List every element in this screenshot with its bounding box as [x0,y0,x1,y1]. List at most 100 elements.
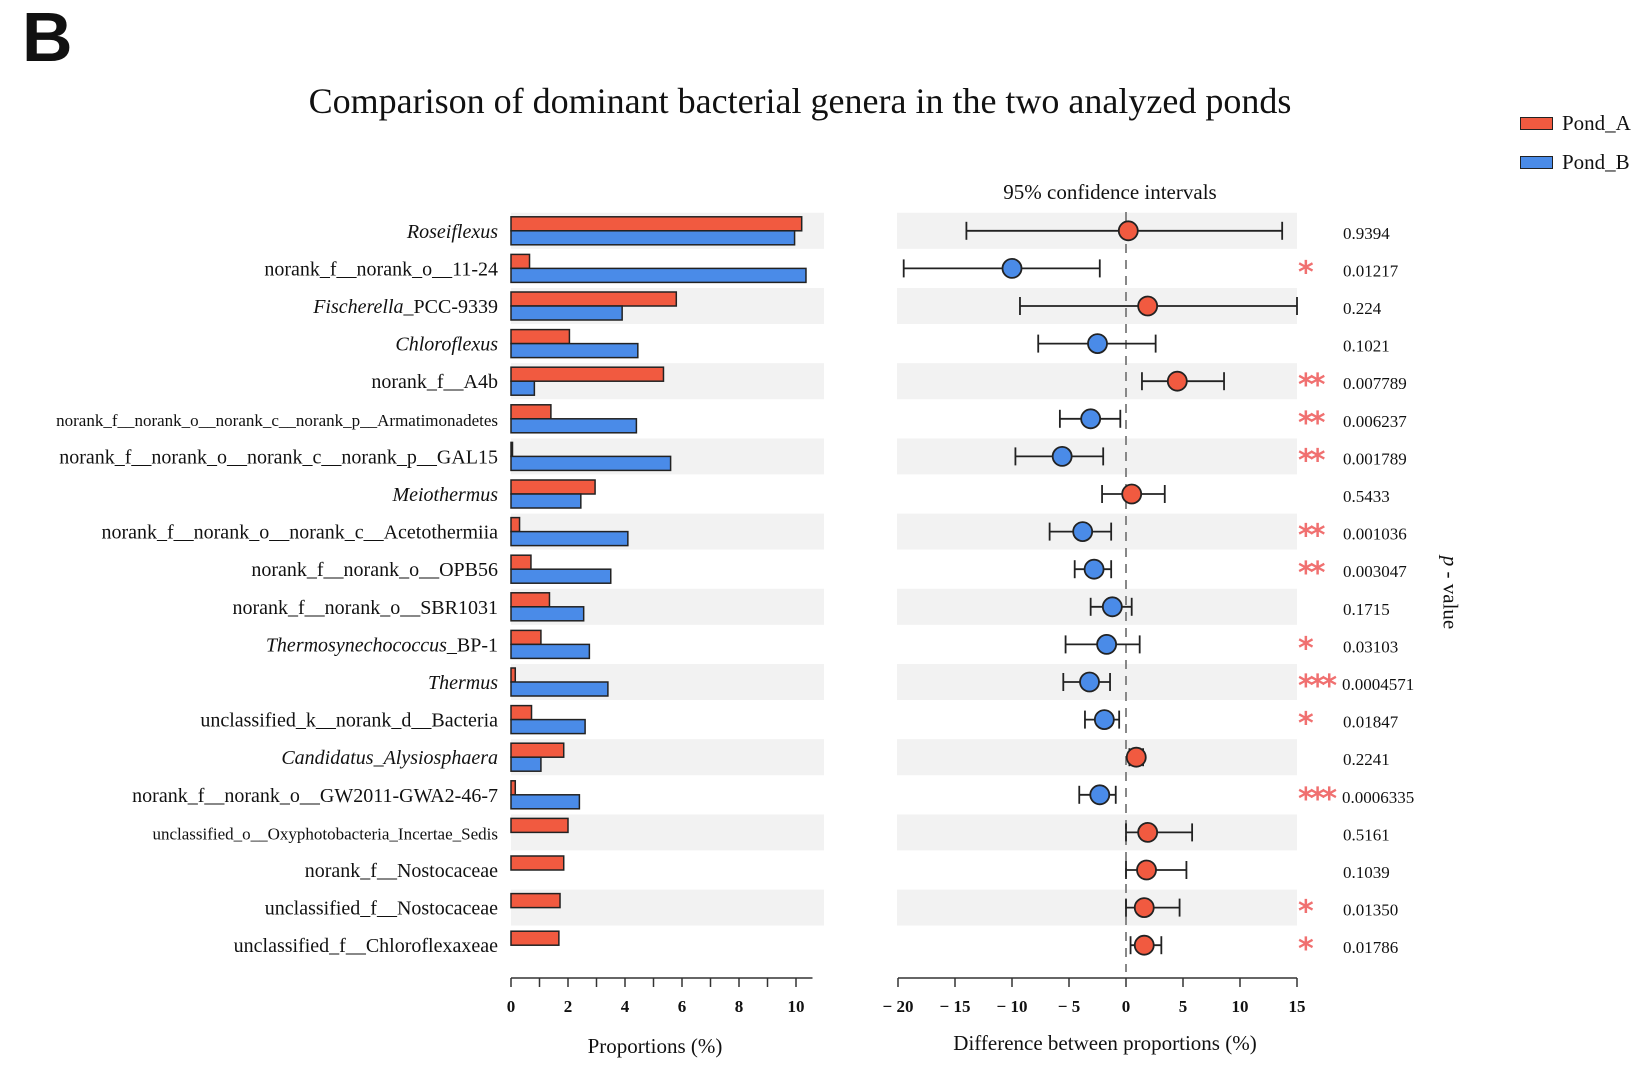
bar-pond-b [510,681,609,697]
difference-tick-label: 15 [1289,997,1306,1016]
category-label: unclassified_o__Oxyphotobacteria_Incerta… [152,824,498,843]
bar-pond-a [510,404,552,420]
category-label: norank_f__norank_o__norank_c__Acetotherm… [101,522,498,544]
significance-stars: ** [1298,406,1326,441]
category-label: norank_f__Nostocaceae [305,860,498,882]
significance-stars: ** [1298,443,1326,478]
p-value: 0.03103 [1343,637,1398,656]
difference-point [1083,558,1105,580]
bar-pond-b [510,455,672,472]
bar-pond-a [510,817,569,834]
bar-pond-a [510,742,565,758]
proportions-axis-label: Proportions (%) [588,1034,723,1058]
panel-letter: B [22,0,73,76]
p-value: 0.001789 [1343,449,1407,468]
difference-point [1137,295,1159,317]
p-value: 0.2241 [1343,750,1390,769]
p-value: 0.1715 [1343,600,1390,619]
bar-pond-b [510,794,581,810]
legend-label-pond-b: Pond_B [1562,149,1630,174]
difference-row-band [897,814,1297,851]
category-label: norank_f__norank_o__GW2011-GWA2-46-7 [132,785,498,807]
p-value: 0.9394 [1343,224,1390,243]
bar-pond-b [510,606,585,622]
bar-pond-b [510,530,629,547]
p-value: 0.01217 [1343,261,1399,280]
p-value: 0.1021 [1343,337,1390,356]
bar-pond-a [510,328,571,345]
category-label: Chloroflexus [395,334,498,356]
category-label: Thermus [428,672,498,694]
category-label-italic-part: Fischerella [312,296,403,318]
category-label: Roseiflexus [406,221,498,243]
difference-point [1051,445,1073,467]
chart-title: Comparison of dominant bacterial genera … [308,81,1292,121]
p-value: 0.5161 [1343,825,1390,844]
p-value: 0.01350 [1343,901,1398,920]
bar-pond-a [510,629,542,646]
difference-point [1133,897,1155,918]
significance-stars: ** [1298,519,1326,554]
difference-point [1001,257,1023,279]
bar-pond-b [510,267,807,284]
bar-pond-a [510,441,514,458]
difference-point [1125,746,1147,768]
p-value: 0.006237 [1343,412,1407,431]
proportion-row-band [511,889,824,926]
difference-tick-label: 10 [1232,997,1249,1016]
category-label: norank_f__norank_o__OPB56 [251,559,498,581]
category-label: unclassified_f__Chloroflexaxeae [234,935,498,957]
bar-pond-a [510,855,565,871]
p-value: 0.0004571 [1342,675,1414,694]
bar-pond-a [510,479,596,495]
category-label: Thermosynechococcus_BP-1 [266,634,498,656]
p-value: 0.1039 [1343,863,1390,882]
difference-tick-label: − 20 [883,997,914,1016]
difference-point [1133,934,1155,956]
legend-item-pond-a: Pond_A [1520,109,1631,137]
difference-tick-label: 0 [1122,997,1131,1016]
proportions-tick-label: 4 [621,997,630,1016]
significance-stars: *** [1298,782,1337,817]
proportions-tick-label: 2 [564,997,573,1016]
p-value: 0.0006335 [1342,788,1414,807]
significance-stars: *** [1298,669,1337,704]
difference-tick-label: − 5 [1058,997,1080,1016]
difference-point [1117,220,1139,242]
proportions-tick-label: 10 [788,997,805,1016]
proportions-tick-label: 8 [735,997,744,1016]
category-label-plain-part: _PCC-9339 [403,296,498,318]
legend: Pond_A Pond_B [1520,109,1631,187]
bar-pond-b [510,230,796,246]
difference-row-band [897,739,1297,776]
significance-stars: ** [1298,556,1326,591]
difference-tick-label: − 15 [940,997,971,1016]
difference-point [1136,859,1157,881]
bar-pond-a [510,366,665,382]
difference-tick-label: 5 [1179,997,1188,1016]
difference-point [1087,333,1108,355]
difference-point [1121,483,1143,505]
difference-point [1089,784,1111,806]
p-value: 0.224 [1343,299,1382,318]
difference-point [1101,596,1123,618]
difference-point [1072,521,1094,542]
bar-pond-b [510,305,623,321]
difference-point [1166,370,1188,392]
bar-pond-b [510,418,638,434]
bar-pond-a [510,892,561,909]
difference-point [1137,822,1159,843]
bar-pond-a [510,667,517,683]
category-label: Fischerella_PCC-9339 [312,296,498,318]
significance-stars: * [1298,707,1314,742]
difference-point [1096,634,1118,655]
legend-swatch-pond-a [1520,116,1553,130]
p-value: 0.001036 [1343,525,1407,544]
category-label-plain-part: _BP-1 [446,634,498,656]
difference-tick-label: − 10 [997,997,1028,1016]
category-label: norank_f__norank_o__SBR1031 [232,597,498,619]
bar-pond-b [510,380,536,396]
significance-stars: * [1298,895,1314,930]
bar-pond-b [510,493,582,509]
